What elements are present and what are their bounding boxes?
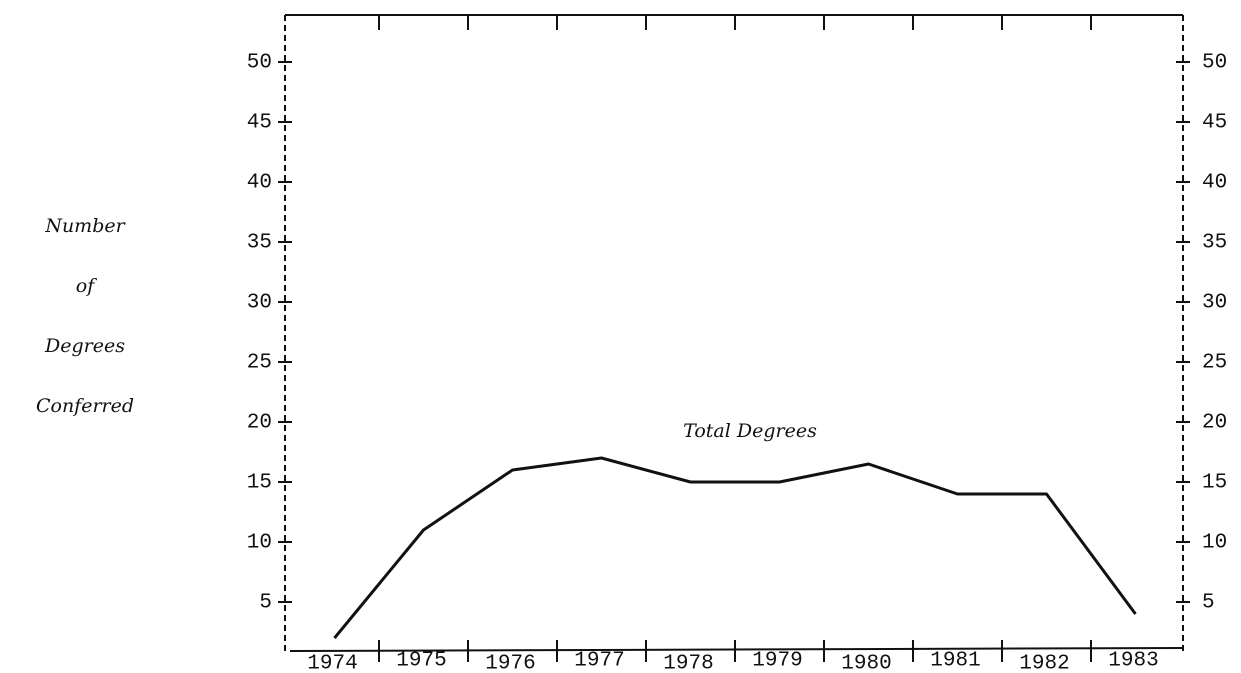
y-axis-label: of xyxy=(76,275,97,297)
y-tick-label: 45 xyxy=(247,112,272,135)
y-tick-label: 5 xyxy=(259,592,272,615)
y2-tick-label: 5 xyxy=(1202,592,1215,615)
x-tick-label: 1975 xyxy=(396,650,446,673)
y-tick-label: 25 xyxy=(247,352,272,375)
y2-tick-label: 15 xyxy=(1202,472,1227,495)
y-tick-label: 30 xyxy=(247,292,272,315)
y2-tick-label: 45 xyxy=(1202,112,1227,135)
y2-tick-label: 25 xyxy=(1202,352,1227,375)
annotation: Total Degrees xyxy=(683,420,817,442)
y2-tick-label: 50 xyxy=(1202,52,1227,75)
x-axis xyxy=(289,647,1184,652)
x-tick-label: 1977 xyxy=(574,650,624,673)
x-tick-label: 1976 xyxy=(485,653,535,673)
y-tick-label: 50 xyxy=(247,52,272,75)
x-tick-label: 1980 xyxy=(841,653,891,673)
y2-tick-label: 20 xyxy=(1202,412,1227,435)
x-tick-label: 1981 xyxy=(930,650,980,673)
y-axis-label: Degrees xyxy=(44,335,125,357)
data-line xyxy=(333,456,1137,639)
y-axis-label: Number xyxy=(44,215,126,237)
x-tick-label: 1974 xyxy=(307,653,357,673)
y2-tick-label: 30 xyxy=(1202,292,1227,315)
x-tick-label: 1979 xyxy=(752,650,802,673)
y-tick-label: 20 xyxy=(247,412,272,435)
x-tick-label: 1978 xyxy=(663,653,713,673)
y2-tick-label: 40 xyxy=(1202,172,1227,195)
x-tick-label: 1982 xyxy=(1019,653,1069,673)
x-tick-label: 1983 xyxy=(1108,650,1158,673)
y-tick-label: 10 xyxy=(247,532,272,555)
y-axis-label: Conferred xyxy=(36,395,134,417)
y2-tick-label: 35 xyxy=(1202,232,1227,255)
y-tick-label: 35 xyxy=(247,232,272,255)
y-tick-label: 40 xyxy=(247,172,272,195)
y2-tick-label: 10 xyxy=(1202,532,1227,555)
y-tick-label: 15 xyxy=(247,472,272,495)
